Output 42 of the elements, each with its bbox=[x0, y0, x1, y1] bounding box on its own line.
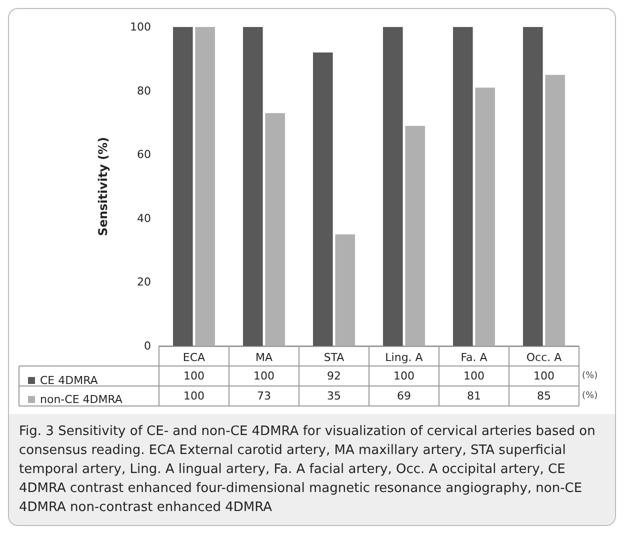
y-tick-label: 60 bbox=[137, 148, 151, 162]
y-tick-label: 100 bbox=[130, 20, 151, 34]
data-label: 100 bbox=[184, 390, 204, 402]
x-tick-label: MA bbox=[255, 351, 273, 364]
data-label: 85 bbox=[537, 390, 551, 402]
y-axis-title: Sensitivity (%) bbox=[96, 136, 110, 236]
bar bbox=[243, 27, 263, 346]
data-label: 100 bbox=[534, 370, 554, 382]
text: (%) bbox=[582, 371, 598, 381]
data-label: 69 bbox=[397, 390, 411, 402]
y-tick-label: 40 bbox=[137, 212, 151, 225]
y-tick-label: 0 bbox=[144, 340, 151, 352]
data-label: 100 bbox=[254, 370, 274, 382]
text: (%) bbox=[582, 391, 598, 401]
x-tick-label: Ling. A bbox=[385, 351, 424, 364]
y-tick-label: 80 bbox=[137, 84, 151, 98]
bar bbox=[475, 88, 495, 346]
bar bbox=[195, 27, 215, 346]
legend-label: CE 4DMRA bbox=[40, 374, 98, 387]
bar bbox=[173, 27, 193, 346]
bar bbox=[265, 113, 285, 346]
bar bbox=[405, 126, 425, 346]
bar bbox=[545, 74, 565, 346]
bar bbox=[453, 27, 473, 346]
data-label: 73 bbox=[257, 390, 271, 402]
data-label: 92 bbox=[327, 370, 341, 382]
x-tick-label: Occ. A bbox=[526, 351, 562, 364]
caption: Fig. 3 Sensitivity of CE- and non-CE 4DMRA for visualization of cervical arteries based on consensus reading. ECA External carotid artery, MA maxillary artery, STA superficial temporal artery, Ling. A lingual artery, Fa. A facial artery, Occ. A occipital artery, CE 4DMRA contrast enhanced four-dimensional magnetic resonance angiography, non-CE 4DMRA non-contrast enhanced 4DMRA bbox=[9, 414, 615, 525]
bar bbox=[313, 52, 333, 346]
data-label: 100 bbox=[394, 370, 414, 382]
bar bbox=[523, 27, 543, 346]
x-tick-label: Fa. A bbox=[460, 351, 488, 364]
data-label: 35 bbox=[327, 390, 341, 402]
x-tick-label: STA bbox=[324, 351, 345, 364]
bar bbox=[383, 27, 403, 346]
data-label: 100 bbox=[464, 370, 484, 382]
x-tick-label: ECA bbox=[182, 351, 206, 364]
bar bbox=[335, 234, 355, 346]
data-label: 81 bbox=[467, 390, 481, 402]
data-label: 100 bbox=[184, 370, 204, 382]
legend-label: non-CE 4DMRA bbox=[40, 393, 123, 406]
y-tick-label: 20 bbox=[137, 276, 151, 289]
